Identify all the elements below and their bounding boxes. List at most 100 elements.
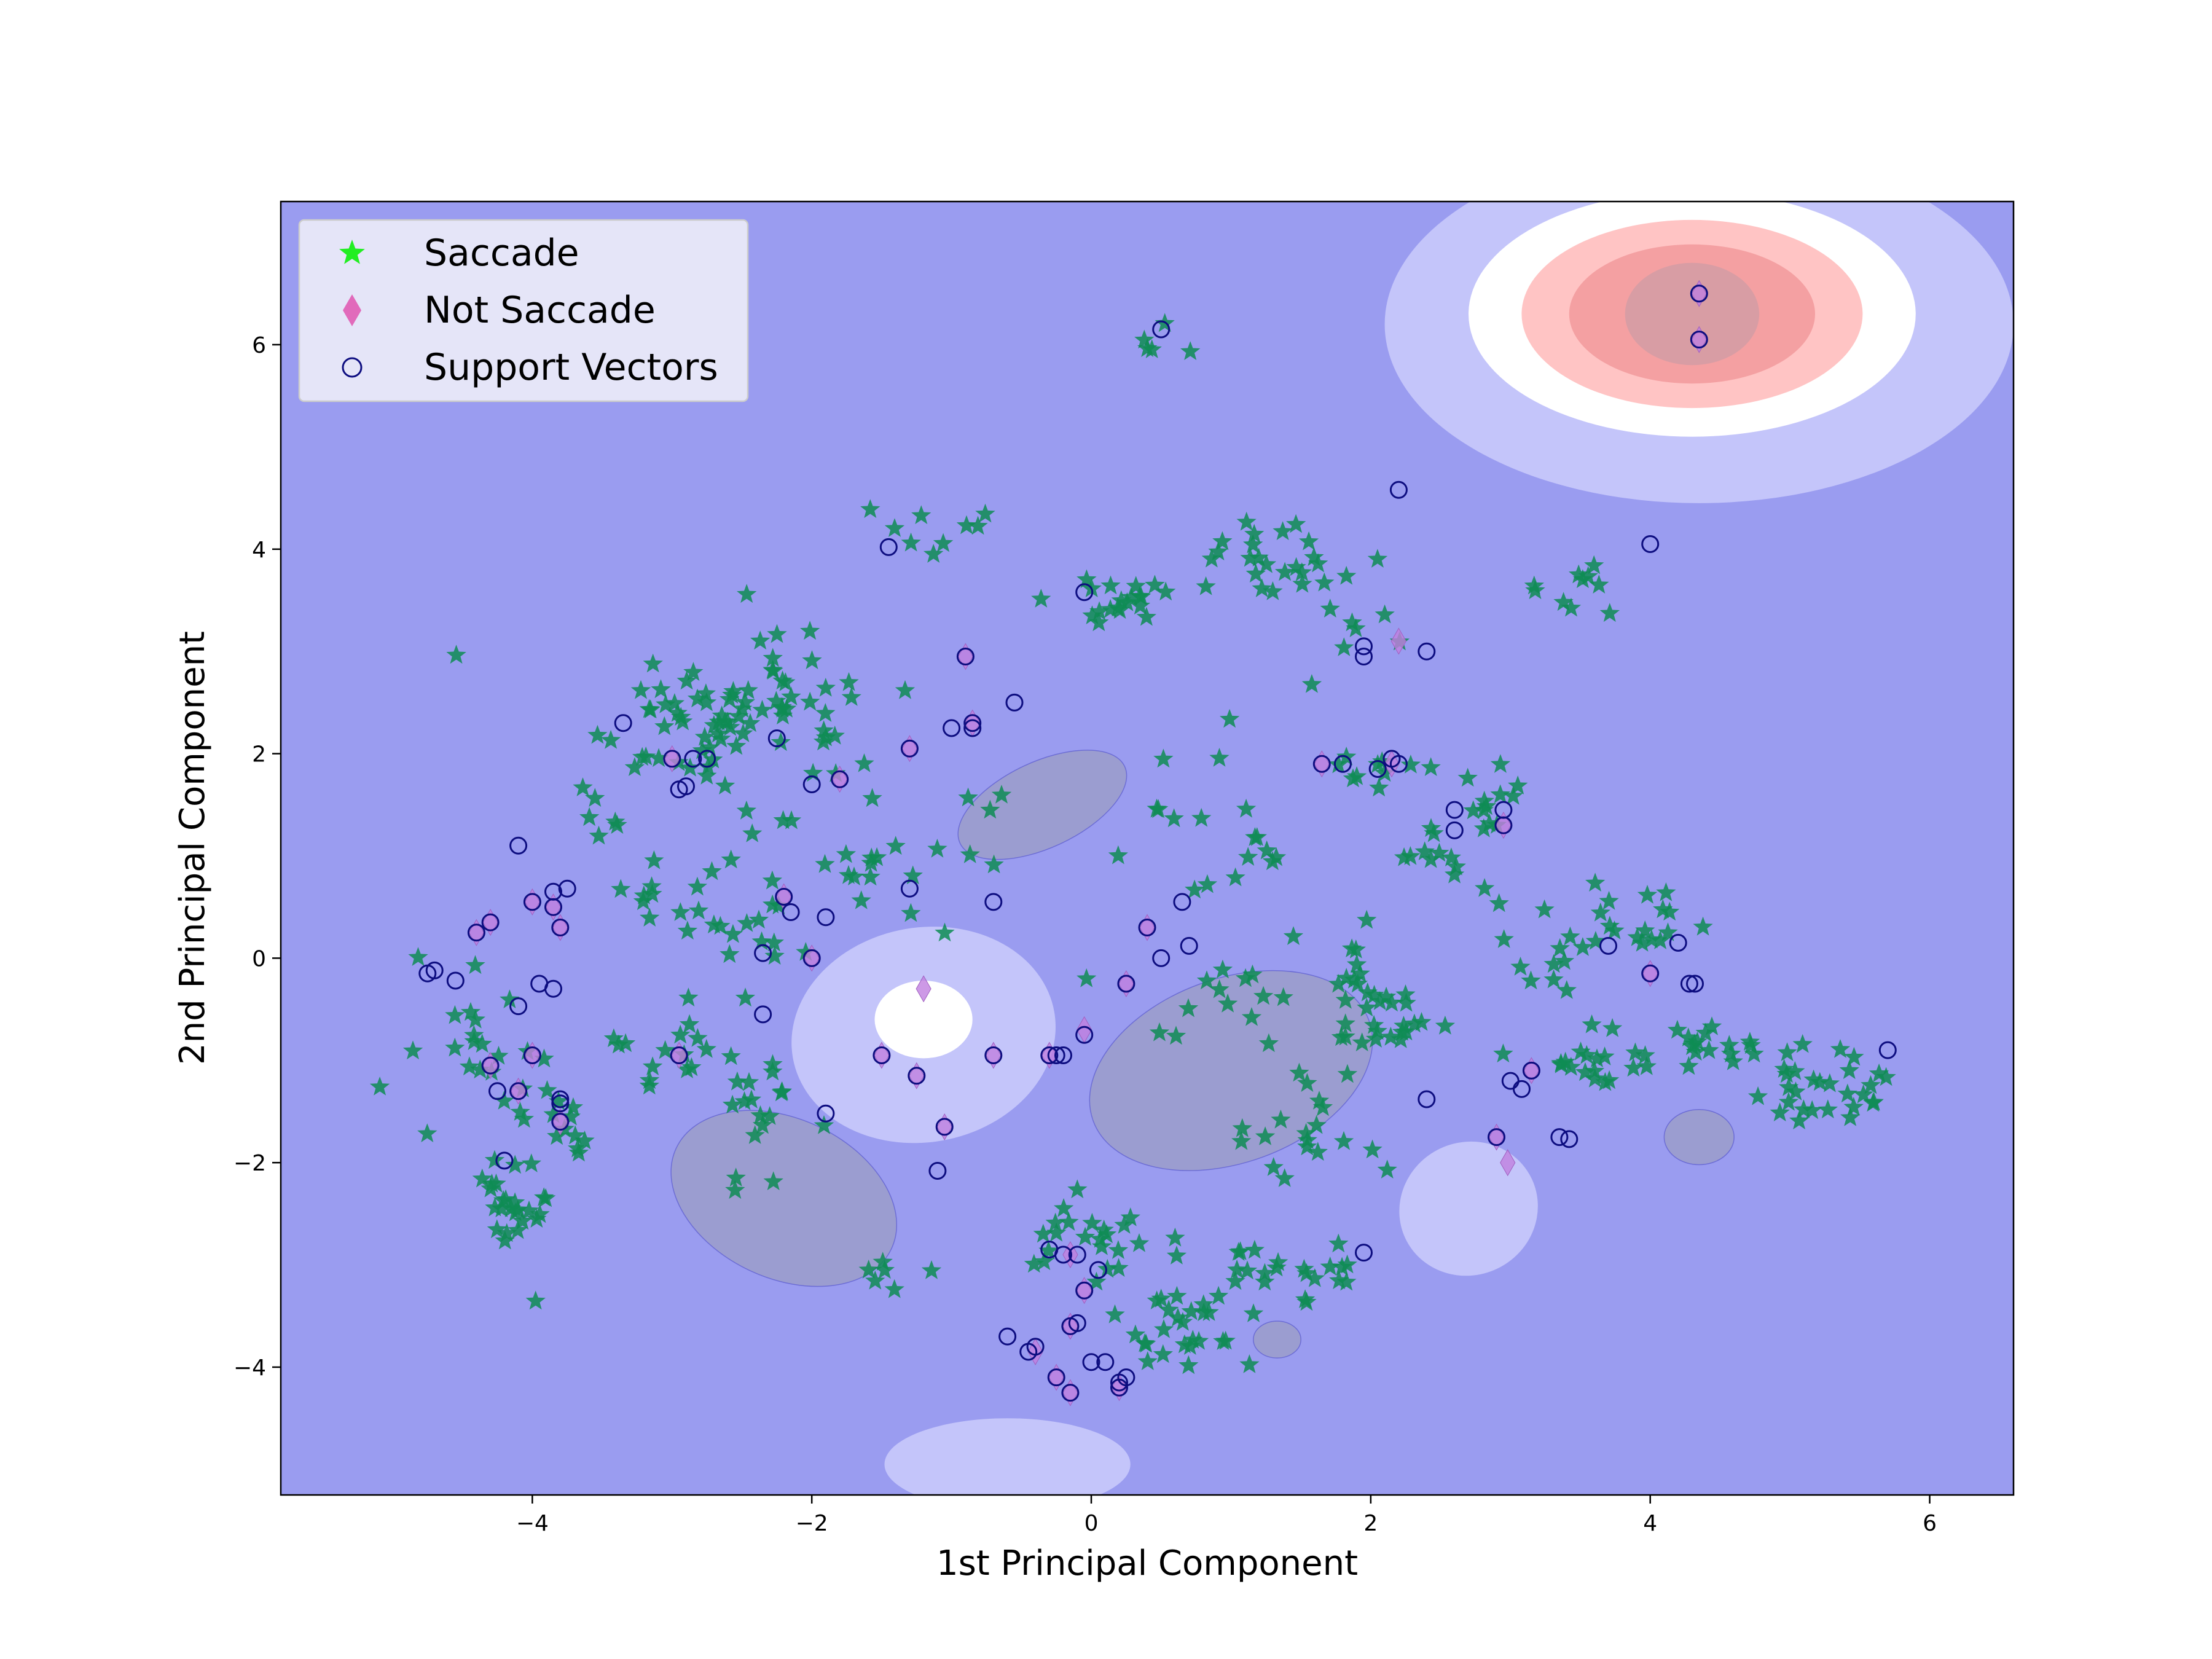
saccade-point	[1266, 1257, 1287, 1277]
decision-region-10	[670, 1110, 898, 1287]
saccade-point	[1266, 847, 1287, 866]
saccade-point	[960, 844, 980, 863]
saccade-point	[1741, 1035, 1761, 1054]
decision-region-6	[874, 981, 973, 1059]
saccade-point	[1653, 899, 1673, 919]
saccade-point	[1582, 1014, 1602, 1033]
saccade-point	[1803, 1069, 1824, 1089]
saccade-point	[1094, 1219, 1114, 1239]
saccade-point	[1336, 968, 1357, 987]
saccade-point	[865, 1270, 885, 1290]
saccade-point	[722, 684, 742, 704]
saccade-points	[369, 313, 1896, 1375]
saccade-point	[1130, 595, 1150, 615]
saccade-point	[729, 706, 749, 725]
saccade-point	[1636, 1056, 1657, 1075]
saccade-point	[1802, 1100, 1822, 1120]
saccade-point	[854, 753, 874, 772]
support-vector-point	[509, 836, 528, 855]
decision-region-12	[1663, 1108, 1735, 1166]
saccade-point	[1178, 998, 1199, 1018]
x-tick-label: −4	[516, 1511, 549, 1536]
saccade-point	[1148, 799, 1169, 818]
decision-region-11	[1089, 970, 1373, 1171]
saccade-point	[748, 909, 769, 929]
saccade-point	[1110, 600, 1130, 619]
saccade-point	[1684, 1033, 1704, 1053]
saccade-point	[1191, 807, 1212, 827]
saccade-point	[537, 1080, 557, 1099]
saccade-point	[1292, 562, 1312, 581]
saccade-point	[1599, 1070, 1620, 1089]
saccade-point	[921, 1260, 942, 1279]
saccade-point	[927, 839, 947, 858]
saccade-point	[715, 775, 735, 794]
saccade-point	[1225, 867, 1245, 887]
saccade-point	[484, 1150, 505, 1169]
support-vector-point	[614, 714, 632, 732]
saccade-point	[874, 1260, 895, 1279]
saccade-point	[1208, 541, 1228, 560]
saccade-point	[587, 724, 608, 744]
support-vector-point	[1040, 1046, 1059, 1064]
saccade-point	[677, 1059, 697, 1078]
saccade-point	[1329, 1270, 1349, 1290]
saccade-point	[1770, 1102, 1790, 1121]
saccade-point	[1335, 1013, 1355, 1032]
saccade-point	[984, 854, 1004, 874]
saccade-point	[759, 1106, 780, 1125]
saccade-point	[1121, 587, 1142, 606]
saccade-point	[1188, 1331, 1209, 1350]
decision-region-9	[957, 750, 1128, 860]
support-vector-points	[418, 284, 1897, 1402]
saccade-point	[1599, 890, 1619, 910]
saccade-point	[1243, 1303, 1264, 1322]
saccade-point	[1137, 1351, 1158, 1370]
support-vector-point	[1333, 755, 1352, 773]
saccade-point	[1599, 916, 1620, 935]
saccade-point	[633, 885, 654, 904]
saccade-point	[496, 1223, 517, 1242]
saccade-point	[696, 1038, 716, 1058]
saccade-point	[1524, 575, 1544, 595]
saccade-point	[1174, 1334, 1195, 1354]
saccade-point	[1635, 920, 1655, 939]
saccade-point	[1585, 1068, 1605, 1088]
saccade-point	[465, 955, 485, 975]
support-vector-point	[1110, 1378, 1128, 1397]
support-vector-point	[1075, 583, 1094, 602]
support-vector-point	[1019, 1343, 1038, 1361]
saccade-point	[677, 670, 697, 690]
saccade-point	[1635, 1045, 1655, 1064]
saccade-point	[762, 870, 782, 890]
saccade-point	[1082, 605, 1102, 624]
saccade-point	[369, 1077, 390, 1096]
saccade-point	[1235, 968, 1256, 987]
saccade-point	[1089, 612, 1109, 632]
saccade-point	[1818, 1099, 1838, 1119]
saccade-point	[1232, 1118, 1252, 1137]
saccade-point	[1097, 1258, 1118, 1278]
support-vector-point	[1312, 755, 1331, 773]
saccade-point	[1543, 969, 1564, 989]
saccade-point	[1236, 798, 1257, 818]
saccade-point	[445, 1037, 465, 1057]
saccade-point	[697, 766, 717, 785]
x-tick-label: 6	[1923, 1511, 1937, 1536]
saccade-point	[563, 1097, 584, 1116]
saccade-point	[1231, 1131, 1252, 1150]
saccade-point	[1304, 1268, 1325, 1287]
saccade-point	[725, 1180, 745, 1199]
support-vector-point	[677, 777, 695, 796]
saccade-point	[968, 516, 988, 535]
saccade-point	[1125, 1324, 1146, 1344]
support-vector-point	[908, 1067, 926, 1085]
saccade-point	[1365, 1029, 1386, 1048]
support-vector-point	[551, 919, 570, 936]
saccade-point	[1534, 899, 1555, 919]
saccade-point	[1376, 986, 1397, 1006]
saccade-point	[1350, 963, 1370, 982]
saccade-point	[445, 1005, 465, 1024]
saccade-point	[1108, 845, 1128, 865]
